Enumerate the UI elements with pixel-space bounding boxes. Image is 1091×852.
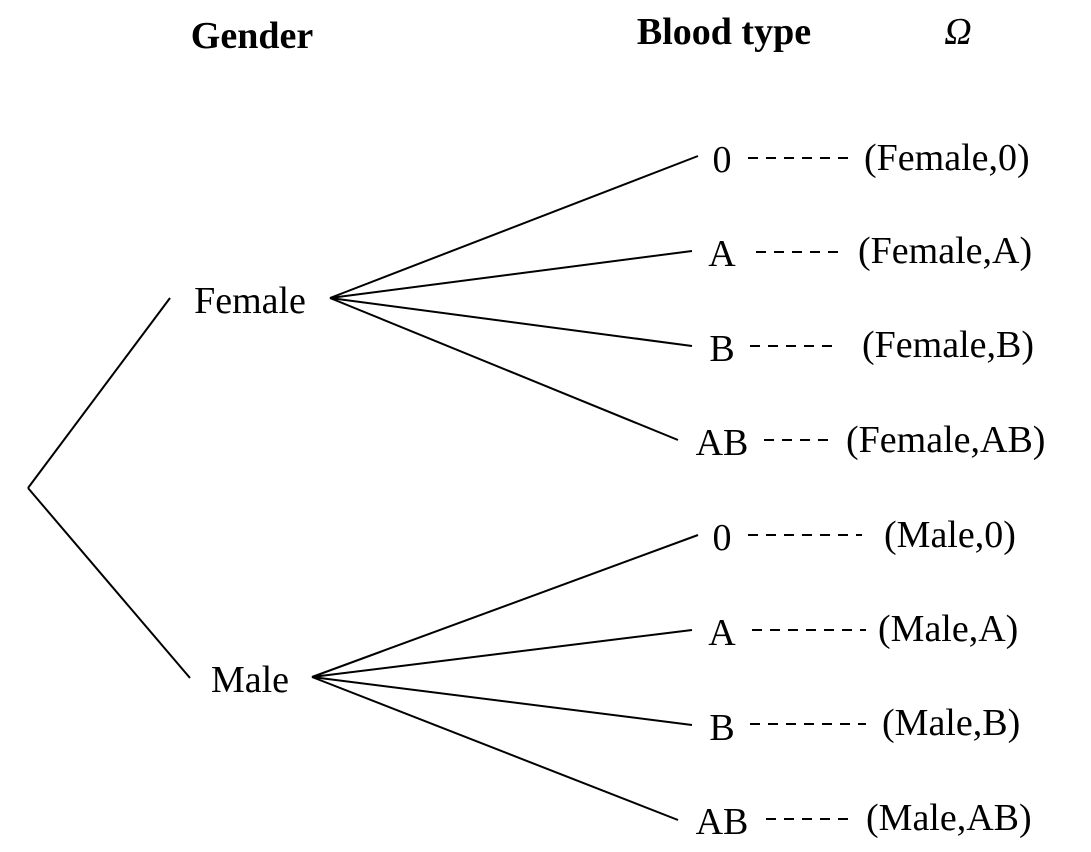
node-female: Female <box>194 280 306 322</box>
blood-label-male-0: 0 <box>713 517 732 559</box>
header-blood-type: Blood type <box>637 11 811 53</box>
outcome-female-b: (Female,B) <box>862 324 1034 366</box>
outcome-male-a: (Male,A) <box>878 608 1018 650</box>
outcome-male-b: (Male,B) <box>882 702 1020 744</box>
edge-male-0 <box>311 534 699 678</box>
outcome-female-0: (Female,0) <box>864 137 1030 179</box>
node-male: Male <box>211 659 289 701</box>
edge-female-a <box>329 250 693 299</box>
outcome-male-0: (Male,0) <box>884 514 1016 556</box>
header-omega: Ω <box>944 11 971 53</box>
edge-male-a <box>311 629 693 678</box>
blood-label-female-b: B <box>709 328 734 370</box>
blood-label-female-ab: AB <box>696 422 749 464</box>
edge-female-b <box>329 297 693 347</box>
edge-male-b <box>311 676 693 726</box>
edge-male-ab <box>311 676 679 821</box>
blood-label-female-0: 0 <box>713 139 732 181</box>
outcome-female-ab: (Female,AB) <box>846 419 1045 461</box>
edge-root-male <box>27 487 191 679</box>
edge-female-ab <box>329 297 679 441</box>
header-gender: Gender <box>191 15 314 57</box>
edge-female-0 <box>329 155 699 299</box>
outcome-male-ab: (Male,AB) <box>866 797 1032 839</box>
blood-label-male-ab: AB <box>696 801 749 843</box>
outcome-female-a: (Female,A) <box>858 230 1032 272</box>
blood-label-male-a: A <box>708 612 736 654</box>
blood-label-female-a: A <box>708 233 736 275</box>
edge-root-female <box>27 297 171 489</box>
blood-label-male-b: B <box>709 707 734 749</box>
